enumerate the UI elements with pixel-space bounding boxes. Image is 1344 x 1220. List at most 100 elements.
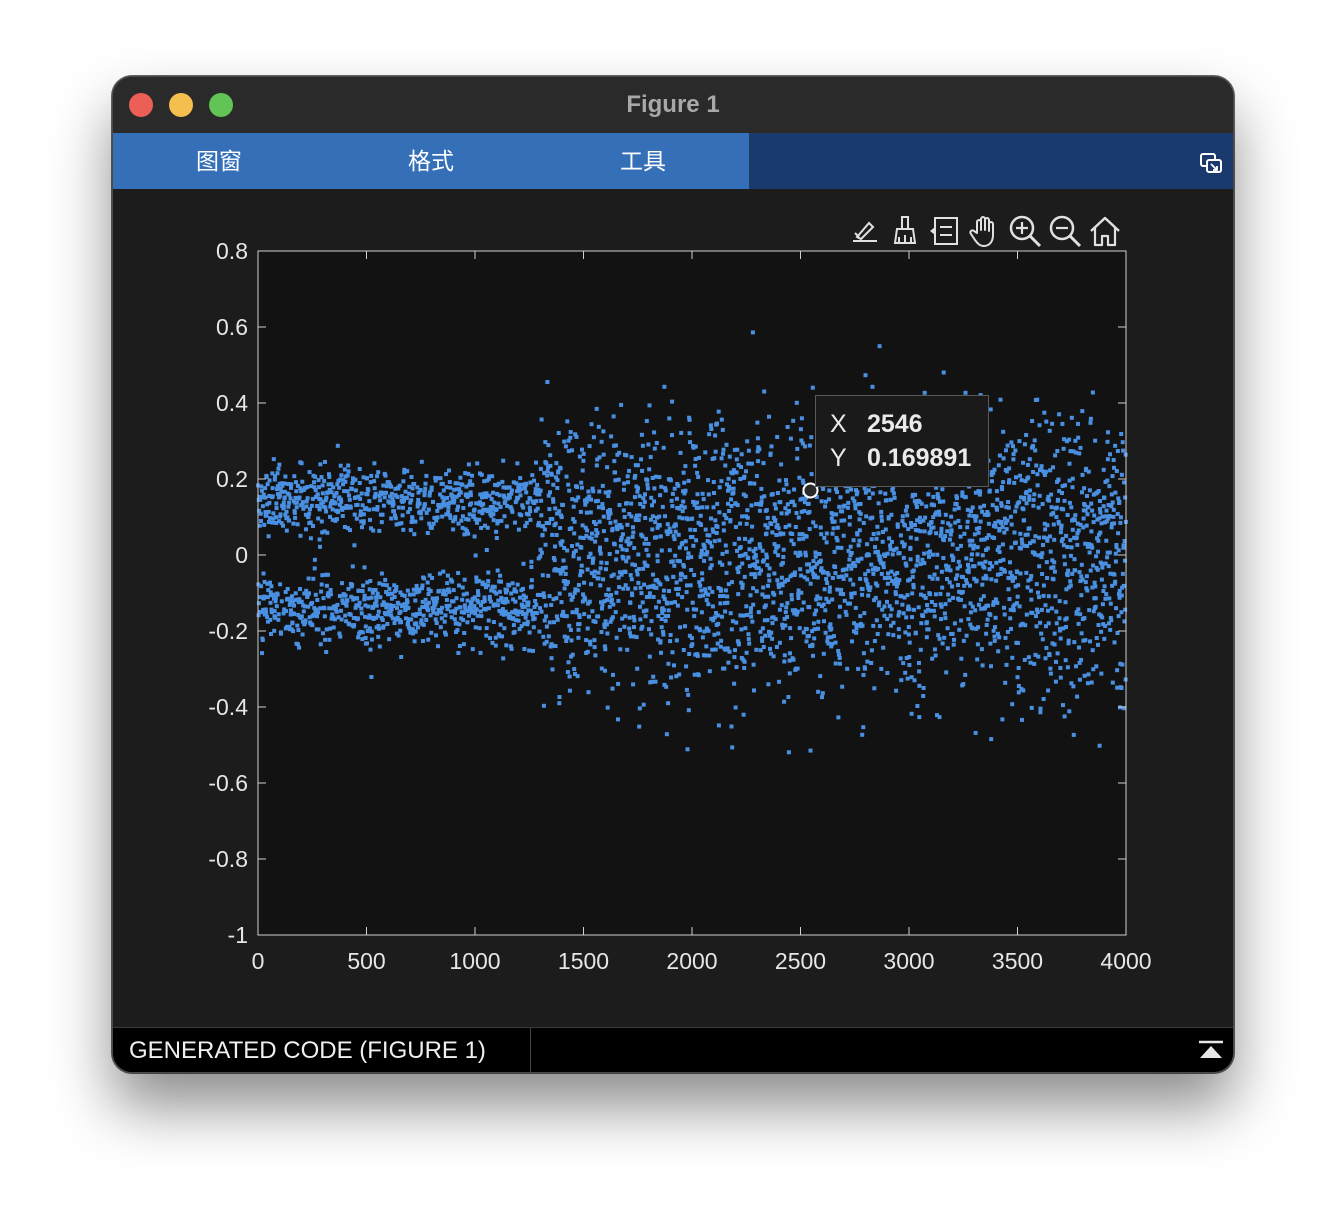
data-point — [703, 590, 708, 595]
data-point — [1024, 501, 1029, 506]
data-point — [673, 523, 678, 528]
data-point — [512, 629, 517, 634]
undock-icon[interactable] — [1199, 151, 1223, 175]
data-point — [798, 567, 803, 572]
data-point — [1091, 520, 1096, 525]
data-point — [973, 516, 978, 521]
data-point — [292, 510, 297, 515]
data-point — [1010, 702, 1015, 707]
brush-icon[interactable] — [887, 213, 923, 249]
data-point — [939, 604, 944, 609]
data-point — [880, 539, 885, 544]
data-point — [860, 732, 865, 737]
data-point — [1029, 705, 1034, 710]
tab-figure[interactable]: 图窗 — [196, 148, 242, 174]
data-point — [935, 576, 940, 581]
datatip[interactable]: X 2546 Y 0.169891 — [815, 395, 989, 487]
data-point — [860, 592, 865, 597]
data-point — [1096, 623, 1101, 627]
home-icon[interactable] — [1087, 213, 1123, 249]
minimize-window-button[interactable] — [169, 93, 193, 117]
data-point — [934, 485, 939, 490]
data-point — [972, 543, 977, 548]
pan-hand-icon[interactable] — [967, 213, 1003, 249]
data-point — [627, 615, 632, 620]
data-point — [646, 553, 651, 558]
data-point — [776, 553, 781, 558]
data-point — [889, 623, 893, 628]
brush-export-icon[interactable] — [847, 213, 883, 249]
data-point — [450, 579, 455, 584]
data-point — [810, 568, 814, 573]
data-point — [808, 581, 813, 586]
data-point — [541, 524, 546, 529]
data-point — [677, 515, 682, 520]
data-point — [999, 501, 1004, 506]
data-point — [560, 568, 565, 573]
data-point — [914, 501, 919, 506]
data-point — [388, 603, 393, 608]
data-point — [885, 599, 889, 604]
data-point — [904, 615, 909, 620]
data-point — [921, 614, 925, 618]
data-point — [562, 634, 567, 639]
data-point — [989, 664, 993, 669]
maximize-window-button[interactable] — [209, 93, 233, 117]
data-point — [911, 568, 916, 573]
data-point — [321, 499, 326, 504]
data-point — [352, 543, 357, 548]
data-point — [1023, 623, 1028, 628]
tab-tools[interactable]: 工具 — [620, 148, 666, 174]
data-point — [956, 506, 961, 511]
data-point — [775, 491, 780, 495]
data-point — [1102, 636, 1107, 641]
data-point — [592, 574, 597, 579]
data-point — [1093, 596, 1098, 601]
data-point — [1104, 592, 1109, 597]
data-point — [379, 491, 384, 496]
data-point — [306, 514, 311, 519]
data-point — [302, 604, 307, 609]
data-point — [1105, 439, 1110, 444]
data-point — [761, 461, 766, 466]
data-point — [976, 602, 981, 607]
data-point — [950, 631, 955, 636]
data-point — [674, 580, 679, 585]
data-point — [356, 494, 361, 499]
data-point — [760, 626, 765, 631]
data-point — [256, 601, 261, 606]
data-point — [978, 505, 983, 510]
data-point — [424, 473, 429, 478]
data-point — [925, 543, 930, 548]
data-point — [305, 496, 310, 501]
data-point — [980, 553, 985, 558]
datatip-marker[interactable] — [802, 482, 819, 499]
data-point — [468, 479, 473, 484]
data-point — [578, 509, 583, 514]
data-point — [885, 581, 890, 586]
data-tips-icon[interactable] — [927, 213, 963, 249]
zoom-out-icon[interactable] — [1047, 213, 1083, 249]
data-point — [721, 528, 726, 533]
data-point — [411, 631, 415, 636]
data-point — [753, 575, 758, 579]
data-point — [1081, 516, 1086, 521]
data-point — [910, 591, 915, 596]
tab-format[interactable]: 格式 — [408, 148, 454, 174]
data-point — [721, 594, 726, 598]
data-point — [1088, 568, 1093, 573]
scatter-plot[interactable]: 0 500 1000 1500 2000 2500 3000 3500 40000.80.60.… — [113, 189, 1233, 1027]
data-point — [302, 622, 307, 626]
generated-code-panel[interactable]: GENERATED CODE (FIGURE 1) — [113, 1028, 531, 1072]
close-window-button[interactable] — [129, 93, 153, 117]
data-point — [727, 561, 732, 566]
data-point — [559, 542, 564, 547]
data-point — [1058, 530, 1063, 535]
data-point — [282, 495, 287, 500]
zoom-in-icon[interactable] — [1007, 213, 1043, 249]
data-point — [646, 541, 651, 546]
data-point — [1072, 640, 1077, 645]
data-point — [684, 546, 688, 551]
data-point — [488, 505, 493, 509]
expand-panel-icon[interactable] — [1197, 1038, 1225, 1062]
